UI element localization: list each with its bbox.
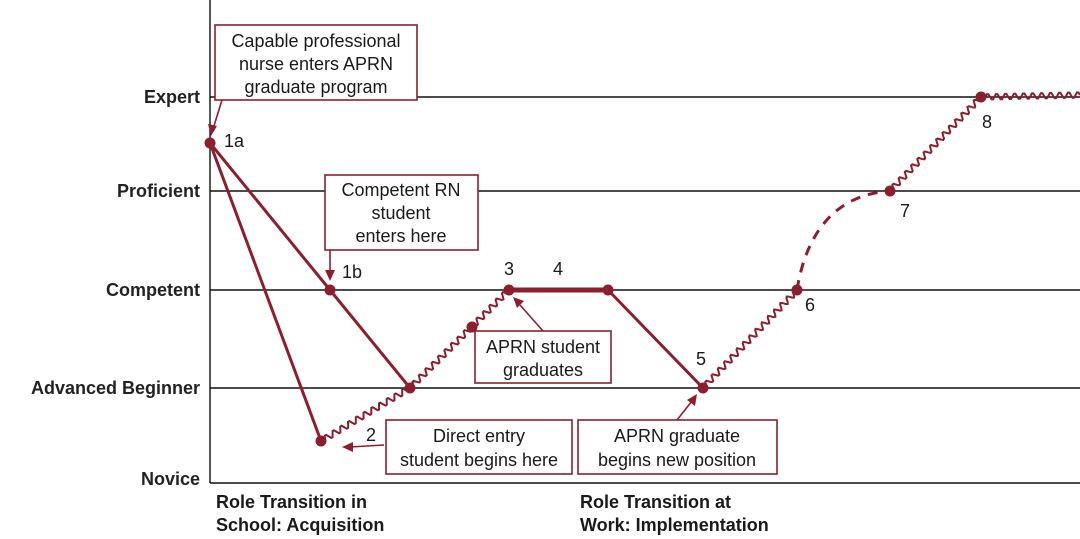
point-4-dot bbox=[602, 284, 614, 296]
phase-work-line1: Role Transition at bbox=[580, 492, 731, 512]
point-label-8: 8 bbox=[982, 112, 992, 132]
level-label-expert: Expert bbox=[144, 87, 200, 107]
point-label-1a: 1a bbox=[224, 131, 245, 151]
phase-school-line1: Role Transition in bbox=[216, 492, 367, 512]
wavy-5-to-6 bbox=[702, 289, 799, 390]
level-label-competent: Competent bbox=[106, 280, 200, 300]
callout-aprn-graduate-line1: APRN graduate bbox=[614, 426, 740, 446]
callout-competent-line1: Competent RN bbox=[341, 180, 460, 200]
callout-aprn-student-line1: APRN student bbox=[486, 337, 600, 357]
phase-work-line2: Work: Implementation bbox=[580, 515, 769, 535]
point-5-dot bbox=[697, 382, 709, 394]
point-label-2: 2 bbox=[366, 425, 376, 445]
point-label-3: 3 bbox=[504, 259, 514, 279]
advanced-beginner-dot bbox=[404, 382, 416, 394]
callout-aprn-student-arrowhead bbox=[513, 297, 524, 308]
callout-aprn-graduate-arrow bbox=[676, 400, 693, 421]
point-label-7: 7 bbox=[900, 201, 910, 221]
level-label-proficient: Proficient bbox=[117, 181, 200, 201]
callout-capable-line1: Capable professional bbox=[231, 31, 400, 51]
point-6-dot bbox=[791, 284, 803, 296]
wavy-advanced-to-3 bbox=[409, 290, 512, 390]
callout-capable-professional: Capable professional nurse enters APRN g… bbox=[208, 24, 418, 136]
callout-aprn-graduate: APRN graduate begins new position bbox=[577, 394, 778, 475]
point-label-5: 5 bbox=[696, 349, 706, 369]
callout-competent-line3: enters here bbox=[355, 226, 446, 246]
path-1b-to-advanced bbox=[328, 288, 412, 390]
callout-capable-arrow bbox=[212, 99, 223, 130]
point-label-4: 4 bbox=[553, 259, 563, 279]
callout-competent-arrowhead bbox=[325, 270, 335, 281]
wavy-2-to-advanced bbox=[320, 387, 412, 444]
path-1a-to-2 bbox=[208, 141, 323, 443]
wavy-7-to-8 bbox=[889, 96, 983, 193]
callout-competent-line2: student bbox=[371, 203, 430, 223]
point-label-6: 6 bbox=[805, 295, 815, 315]
callout-direct-entry-arrow bbox=[349, 444, 385, 448]
point-8-dot bbox=[975, 91, 987, 103]
mid-dot bbox=[466, 321, 478, 333]
wavy-8-onward bbox=[980, 91, 1080, 101]
path-1a-to-1b bbox=[208, 141, 332, 292]
callout-direct-entry-line1: Direct entry bbox=[433, 426, 525, 446]
point-1a-dot bbox=[204, 137, 216, 149]
level-label-advanced-beginner: Advanced Beginner bbox=[31, 378, 200, 398]
point-2-dot bbox=[315, 435, 327, 447]
point-label-1b: 1b bbox=[342, 262, 362, 282]
callout-aprn-graduate-arrowhead bbox=[687, 394, 697, 406]
level-label-novice: Novice bbox=[141, 469, 200, 489]
callout-competent-rn: Competent RN student enters here bbox=[324, 174, 479, 281]
point-3-dot bbox=[503, 284, 515, 296]
dashed-6-to-7 bbox=[795, 189, 891, 291]
callout-aprn-graduate-line2: begins new position bbox=[598, 450, 756, 470]
callout-direct-entry-line2: student begins here bbox=[400, 450, 558, 470]
callout-capable-line3: graduate program bbox=[244, 77, 387, 97]
phase-school-line2: School: Acquisition bbox=[216, 515, 384, 535]
callout-direct-entry: Direct entry student begins here bbox=[342, 419, 573, 475]
point-1b-dot bbox=[324, 284, 336, 296]
callout-capable-line2: nurse enters APRN bbox=[239, 54, 393, 74]
callout-aprn-student-arrow bbox=[519, 304, 544, 332]
path-4-to-5 bbox=[606, 288, 705, 390]
callout-direct-entry-arrowhead bbox=[342, 442, 353, 452]
callout-aprn-student-line2: graduates bbox=[503, 360, 583, 380]
callout-capable-arrowhead bbox=[208, 124, 217, 136]
point-7-dot bbox=[884, 185, 896, 197]
callout-aprn-student: APRN student graduates bbox=[474, 297, 612, 384]
